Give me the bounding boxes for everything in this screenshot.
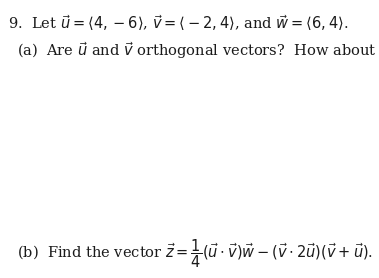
Text: (a)  Are $\vec{u}$ and $\vec{v}$ orthogonal vectors?  How about $\vec{u}$ and $\: (a) Are $\vec{u}$ and $\vec{v}$ orthogon… [17, 40, 379, 61]
Text: (b)  Find the vector $\vec{z} = \dfrac{1}{4}(\vec{u} \cdot \vec{v})\vec{w} - (\v: (b) Find the vector $\vec{z} = \dfrac{1}… [17, 238, 373, 270]
Text: 9.  Let $\vec{u} = \langle 4, -6 \rangle$, $\vec{v} = \langle -2, 4 \rangle$, an: 9. Let $\vec{u} = \langle 4, -6 \rangle$… [8, 13, 348, 33]
